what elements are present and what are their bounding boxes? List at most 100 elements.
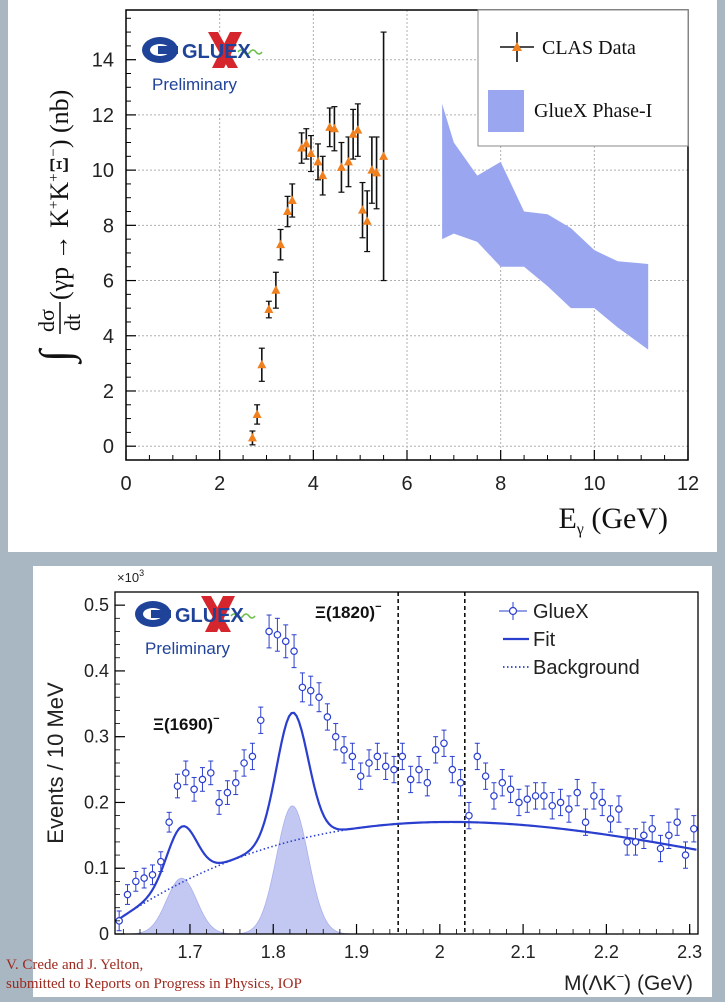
triangle-marker <box>336 162 346 171</box>
open-circle-marker <box>431 746 440 754</box>
open-circle-marker <box>423 778 432 787</box>
open-circle-marker <box>473 752 482 761</box>
y-tick-label: 10 <box>92 160 114 182</box>
clas-data-point <box>348 108 358 160</box>
x-tick-label: 0 <box>120 473 131 495</box>
y-tick-label: 12 <box>92 105 114 127</box>
open-circle-marker <box>331 732 340 741</box>
logo-x-stroke-2 <box>208 32 238 68</box>
x-tick-label: 8 <box>495 473 506 495</box>
open-circle-marker <box>623 838 632 846</box>
triangle-marker <box>283 206 293 216</box>
gluex-data-point <box>431 736 440 764</box>
gluex-data-point <box>373 742 382 771</box>
gluex-data-point <box>331 723 340 751</box>
open-circle-marker <box>590 792 598 800</box>
x-tick-label: 6 <box>401 473 412 495</box>
triangle-marker <box>247 432 257 442</box>
open-circle-marker <box>606 815 615 823</box>
triangle-marker <box>367 165 377 174</box>
open-circle-marker <box>123 890 132 899</box>
gluex-data-point <box>248 742 257 771</box>
gluex-data-point <box>132 871 140 892</box>
open-circle-marker <box>448 765 457 774</box>
clas-data-point <box>283 195 293 228</box>
open-circle-marker <box>406 775 415 784</box>
cross-section-chart: 0 2 4 6 8 10 12 0 2 4 6 8 10 12 14 Eγ (GeV) ∫ dσ dt (γp → K… <box>31 9 699 538</box>
open-circle-marker <box>340 746 348 754</box>
triangle-marker <box>348 129 358 138</box>
open-circle-marker <box>265 627 273 636</box>
open-circle-marker <box>481 772 490 780</box>
triangle-marker <box>271 285 281 294</box>
triangle-marker <box>306 148 316 158</box>
x-tick-label: 2 <box>214 473 225 495</box>
gluex-data-point <box>173 773 182 799</box>
gluex-data-point <box>490 782 498 810</box>
open-circle-marker <box>240 759 248 767</box>
open-circle-marker <box>556 798 565 807</box>
y-axis-title: ∫ dσ dt (γp → K+K+Ξ−) (nb) <box>31 90 85 365</box>
gluex-data-point <box>398 742 407 771</box>
gluex-data-point <box>623 828 632 856</box>
open-circle-marker <box>515 798 523 807</box>
clas-data-point <box>306 135 316 173</box>
logo-wave <box>230 613 256 619</box>
gluex-data-point <box>190 776 198 802</box>
open-circle-marker <box>540 792 548 800</box>
gluex-data-point <box>681 841 690 869</box>
gluex-data-point <box>206 760 215 786</box>
clas-data-point <box>257 347 267 382</box>
open-circle-marker <box>523 795 532 803</box>
gluex-data-point <box>448 755 457 784</box>
legend-clas-marker <box>512 42 522 51</box>
gluex-data-point <box>556 788 565 817</box>
y-tick-label: 0.4 <box>84 661 109 681</box>
triangle-marker <box>264 304 274 314</box>
triangle-marker <box>287 195 297 204</box>
triangle-marker <box>276 239 286 249</box>
logo-text: GLUEX <box>175 605 245 627</box>
logo-x-stroke-2 <box>201 596 231 632</box>
gluex-data-point <box>656 834 665 863</box>
open-circle-marker <box>390 765 398 774</box>
legend-band-label: GlueX Phase-I <box>534 100 652 122</box>
top-chart-panel: 0 2 4 6 8 10 12 0 2 4 6 8 10 12 14 Eγ (GeV) ∫ dσ dt (γp → K… <box>8 0 717 552</box>
gluex-data-point <box>640 821 648 849</box>
open-circle-marker <box>681 851 690 859</box>
open-circle-marker <box>373 752 382 761</box>
legend-band-swatch <box>488 90 524 132</box>
open-circle-marker <box>132 877 140 886</box>
open-circle-marker <box>215 798 223 807</box>
background-curve <box>116 821 697 922</box>
open-circle-marker <box>531 792 540 800</box>
gluex-data-point <box>523 785 532 813</box>
y-tick-label: 0 <box>103 436 114 458</box>
gluex-data-point <box>165 811 173 833</box>
gluex-data-point <box>123 884 132 905</box>
clas-data-point <box>358 181 368 239</box>
y-tick-label: 4 <box>103 326 114 348</box>
y-axis-frac-num: dσ <box>34 309 59 332</box>
open-circle-marker <box>231 778 240 787</box>
clas-data-point <box>362 190 372 253</box>
x-tick-label: 1.9 <box>344 942 369 962</box>
x-tick-label: 4 <box>308 473 319 495</box>
y-tick-label: 0.3 <box>84 727 109 747</box>
y-tick-label: 0 <box>99 924 109 944</box>
gluex-data-point <box>665 821 673 849</box>
clas-data-point <box>271 271 281 309</box>
clas-data-point <box>301 128 311 160</box>
signal-peak-2 <box>228 805 357 935</box>
open-circle-marker <box>490 792 498 800</box>
gluex-data-point <box>390 755 398 784</box>
open-circle-marker <box>223 788 232 797</box>
logo-wave <box>237 49 263 55</box>
y-tick-label: 6 <box>103 271 114 293</box>
logo-text: GLUEX <box>182 41 252 63</box>
signal-peak-1 <box>121 877 242 935</box>
gluex-data-point <box>315 682 323 713</box>
gluex-data-point <box>340 736 348 764</box>
open-circle-marker <box>315 693 323 702</box>
mass-spectrum-chart: 1.7 1.8 1.9 2 2.1 2.2 2.3 0 0.1 0.2 0.3 0.4 0.5 ×103 M… <box>43 568 702 995</box>
